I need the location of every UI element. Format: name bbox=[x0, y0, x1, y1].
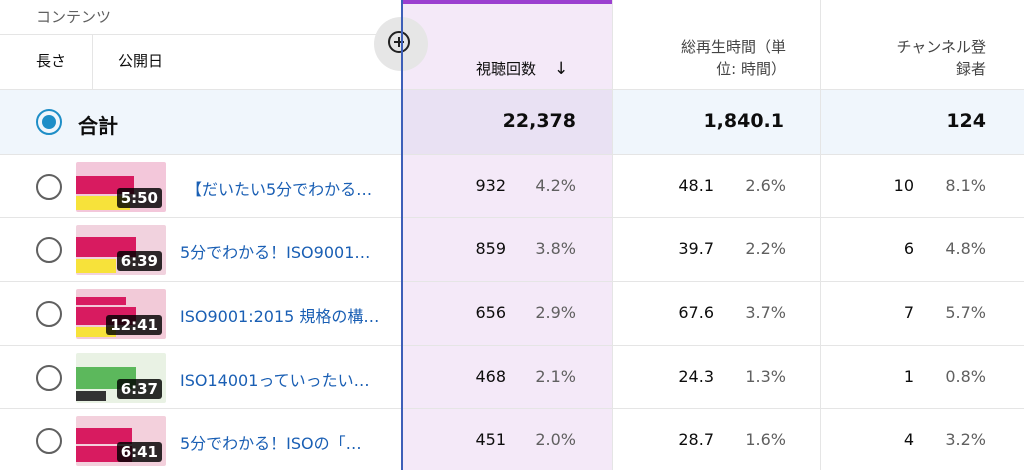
total-subscribers: 124 bbox=[946, 110, 986, 132]
row-subscribers: 7 bbox=[903, 303, 914, 322]
row-views: 932 bbox=[475, 176, 506, 195]
content-header: コンテンツ bbox=[36, 8, 112, 26]
published-column-header[interactable]: 公開日 bbox=[118, 52, 164, 70]
video-title-link[interactable]: ISO14001っていったい… bbox=[180, 371, 370, 390]
subscribers-header-line2: 録者 bbox=[955, 60, 986, 78]
length-column-header[interactable]: 長さ bbox=[36, 52, 67, 70]
video-duration: 6:37 bbox=[116, 379, 162, 399]
divider bbox=[92, 35, 93, 89]
video-title-link[interactable]: ISO9001:2015 規格の構… bbox=[180, 307, 380, 326]
row-watch-time-pct: 2.2% bbox=[745, 239, 786, 258]
divider bbox=[0, 345, 1024, 346]
video-duration: 6:39 bbox=[116, 251, 162, 271]
row-radio-button[interactable] bbox=[36, 428, 62, 454]
row-radio-button[interactable] bbox=[36, 174, 62, 200]
row-radio-button[interactable] bbox=[36, 301, 62, 327]
row-watch-time: 48.1 bbox=[678, 176, 714, 195]
total-watch-time: 1,840.1 bbox=[703, 110, 784, 132]
row-views-pct: 2.1% bbox=[535, 367, 576, 386]
views-header-label: 視聴回数 bbox=[476, 60, 537, 78]
divider bbox=[0, 408, 1024, 409]
row-radio-button[interactable] bbox=[36, 237, 62, 263]
divider bbox=[612, 0, 613, 470]
video-thumbnail[interactable]: 5:50 bbox=[76, 162, 166, 212]
row-watch-time: 28.7 bbox=[678, 430, 714, 449]
watch-time-column-header[interactable]: 総再生時間（単 位: 時間） bbox=[622, 36, 786, 80]
views-column-header[interactable]: 視聴回数 ↓ bbox=[476, 58, 568, 80]
row-watch-time: 39.7 bbox=[678, 239, 714, 258]
video-thumbnail[interactable]: 12:41 bbox=[76, 289, 166, 339]
total-views: 22,378 bbox=[502, 110, 576, 132]
row-watch-time-pct: 1.6% bbox=[745, 430, 786, 449]
row-subscribers-pct: 4.8% bbox=[945, 239, 986, 258]
row-views-pct: 3.8% bbox=[535, 239, 576, 258]
row-subscribers: 10 bbox=[893, 176, 914, 195]
row-subscribers-pct: 0.8% bbox=[945, 367, 986, 386]
row-views: 859 bbox=[475, 239, 506, 258]
subscribers-column-header[interactable]: チャンネル登 録者 bbox=[830, 36, 986, 80]
plus-icon bbox=[388, 31, 410, 53]
sort-down-arrow-icon: ↓ bbox=[554, 59, 569, 79]
watch-time-header-line2: 位: 時間） bbox=[716, 60, 786, 78]
row-subscribers-pct: 3.2% bbox=[945, 430, 986, 449]
views-total-cell-bg bbox=[402, 90, 612, 154]
row-watch-time: 67.6 bbox=[678, 303, 714, 322]
row-subscribers: 6 bbox=[903, 239, 914, 258]
divider bbox=[820, 0, 821, 470]
row-watch-time-pct: 1.3% bbox=[745, 367, 786, 386]
divider bbox=[0, 154, 1024, 155]
watch-time-header-line1: 総再生時間（単 bbox=[680, 38, 786, 56]
row-watch-time: 24.3 bbox=[678, 367, 714, 386]
video-title-link[interactable]: 5分でわかる！ISOの「… bbox=[180, 434, 362, 453]
video-thumbnail[interactable]: 6:41 bbox=[76, 416, 166, 466]
row-watch-time-pct: 2.6% bbox=[745, 176, 786, 195]
video-title-link[interactable]: 5分でわかる！ISO9001… bbox=[180, 243, 371, 262]
row-views: 468 bbox=[475, 367, 506, 386]
row-views: 451 bbox=[475, 430, 506, 449]
row-watch-time-pct: 3.7% bbox=[745, 303, 786, 322]
divider bbox=[0, 281, 1024, 282]
column-resize-handle[interactable] bbox=[401, 0, 403, 470]
video-thumbnail[interactable]: 6:39 bbox=[76, 225, 166, 275]
video-title-link[interactable]: 【だいたい5分でわかる… bbox=[186, 180, 373, 199]
video-duration: 6:41 bbox=[116, 442, 162, 462]
views-column-highlight bbox=[402, 0, 612, 470]
video-duration: 5:50 bbox=[116, 188, 162, 208]
divider bbox=[0, 34, 400, 35]
row-views: 656 bbox=[475, 303, 506, 322]
video-thumbnail[interactable]: 6:37 bbox=[76, 353, 166, 403]
subscribers-header-line1: チャンネル登 bbox=[896, 38, 986, 56]
total-label: 合計 bbox=[78, 114, 118, 138]
row-subscribers-pct: 5.7% bbox=[945, 303, 986, 322]
row-subscribers: 1 bbox=[903, 367, 914, 386]
total-radio-button[interactable] bbox=[36, 109, 62, 135]
divider bbox=[0, 89, 1024, 90]
row-views-pct: 2.9% bbox=[535, 303, 576, 322]
row-subscribers: 4 bbox=[903, 430, 914, 449]
row-views-pct: 2.0% bbox=[535, 430, 576, 449]
row-radio-button[interactable] bbox=[36, 365, 62, 391]
divider bbox=[0, 217, 1024, 218]
row-views-pct: 4.2% bbox=[535, 176, 576, 195]
video-duration: 12:41 bbox=[106, 315, 162, 335]
row-subscribers-pct: 8.1% bbox=[945, 176, 986, 195]
sorted-column-indicator bbox=[402, 0, 612, 4]
